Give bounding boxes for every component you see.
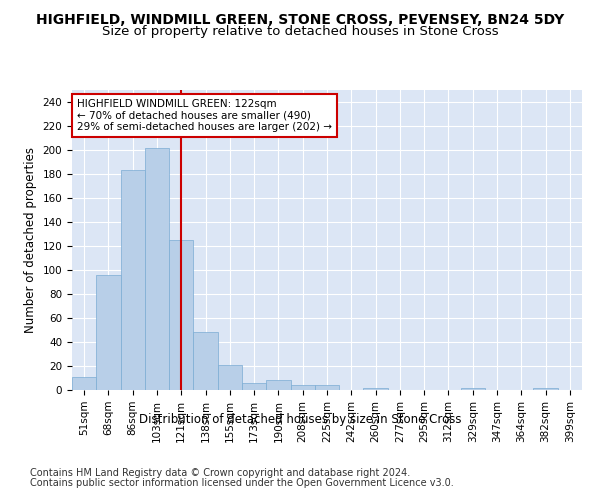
Bar	[533, 388, 558, 390]
Text: Distribution of detached houses by size in Stone Cross: Distribution of detached houses by size …	[139, 412, 461, 426]
Bar	[121, 170, 145, 390]
Text: Contains public sector information licensed under the Open Government Licence v3: Contains public sector information licen…	[30, 478, 454, 488]
Bar	[242, 383, 266, 390]
Text: Contains HM Land Registry data © Crown copyright and database right 2024.: Contains HM Land Registry data © Crown c…	[30, 468, 410, 477]
Bar	[96, 275, 121, 390]
Y-axis label: Number of detached properties: Number of detached properties	[24, 147, 37, 333]
Bar	[145, 148, 169, 390]
Bar	[315, 385, 339, 390]
Bar	[218, 365, 242, 390]
Bar	[364, 388, 388, 390]
Bar	[290, 385, 315, 390]
Bar	[72, 377, 96, 390]
Bar	[169, 240, 193, 390]
Bar	[266, 380, 290, 390]
Text: HIGHFIELD WINDMILL GREEN: 122sqm
← 70% of detached houses are smaller (490)
29% : HIGHFIELD WINDMILL GREEN: 122sqm ← 70% o…	[77, 99, 332, 132]
Text: HIGHFIELD, WINDMILL GREEN, STONE CROSS, PEVENSEY, BN24 5DY: HIGHFIELD, WINDMILL GREEN, STONE CROSS, …	[36, 12, 564, 26]
Bar	[461, 388, 485, 390]
Bar	[193, 332, 218, 390]
Text: Size of property relative to detached houses in Stone Cross: Size of property relative to detached ho…	[101, 25, 499, 38]
